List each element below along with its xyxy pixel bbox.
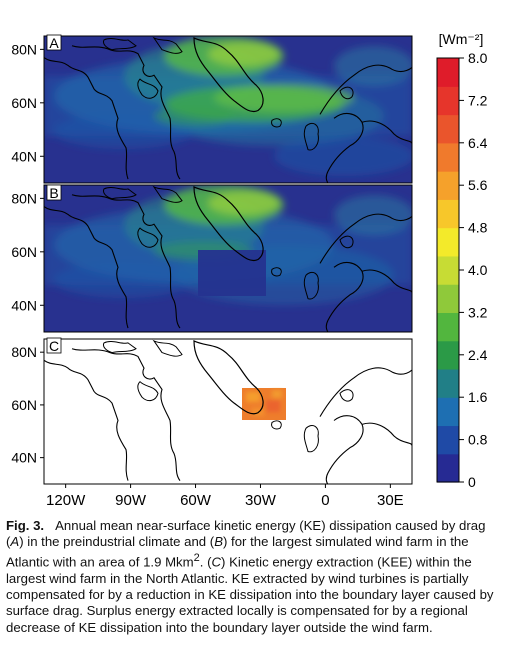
longitude-tick-label: 60W	[180, 492, 212, 509]
latitude-tick-label: 60N	[11, 244, 37, 260]
panel-a-field	[44, 36, 412, 183]
colorbar-band	[437, 453, 459, 483]
longitude-tick-label: 120W	[46, 492, 86, 509]
caption-ref-b: B	[214, 534, 223, 550]
panel-c-background	[44, 339, 412, 484]
colorbar-band	[437, 284, 459, 313]
colorbar-tick-label: 5.6	[468, 177, 488, 193]
colorbar: [Wm⁻²] 8.0 7.2 6.4 5.6 4.8 4.0 3.2 2.4 1.6 0.8 0	[436, 31, 488, 490]
panel-c-label: C	[49, 338, 59, 354]
latitude-tick-label: 60N	[11, 397, 37, 413]
caption-ref-c: C	[211, 554, 222, 570]
latitude-tick-label: 60N	[11, 95, 37, 111]
longitude-tick-label: 30W	[245, 492, 277, 509]
caption-text-5: ) Kinetic energy extraction (KEE) within…	[6, 554, 494, 635]
colorbar-tick-label: 0.8	[468, 432, 488, 448]
caption-text-1: Annual mean near-surface kinetic energy …	[6, 518, 486, 550]
longitude-ticks: 120W 90W 60W 30W 0 30E	[46, 484, 404, 509]
colorbar-band	[437, 368, 459, 398]
panel-a: A	[43, 34, 413, 184]
colorbar-band	[437, 425, 459, 455]
colorbar-band	[437, 171, 459, 200]
colorbar-band	[437, 340, 459, 370]
panel-a-label: A	[49, 35, 59, 51]
panel-a-label-box	[46, 34, 62, 51]
panel-c: C	[43, 337, 413, 485]
latitude-tick-label: 80N	[11, 344, 37, 360]
latitude-tick-label: 40N	[11, 148, 37, 164]
caption-text-2: ) in the preindustrial climate and (	[19, 534, 215, 550]
colorbar-band	[437, 86, 459, 116]
colorbar-tick-label: 6.4	[468, 135, 488, 151]
caption-fig-label: Fig. 3.	[6, 518, 45, 533]
colorbar-tick-label: 1.6	[468, 389, 488, 405]
figure-caption: Fig. 3. Annual mean near-surface kinetic…	[6, 518, 498, 636]
longitude-tick-label: 0	[321, 492, 329, 509]
figure: A B	[11, 31, 488, 509]
latitude-tick-label: 80N	[11, 41, 37, 57]
panel-b: B	[43, 184, 413, 333]
panel-b-label: B	[49, 185, 58, 201]
colorbar-band	[437, 58, 459, 87]
latitude-tick-label: 40N	[11, 450, 37, 466]
colorbar-band	[437, 312, 459, 342]
panel-b-label-box	[46, 184, 62, 201]
caption-text-3: ) for the largest simulated wind farm in…	[6, 534, 469, 570]
colorbar-tick-label: 2.4	[468, 347, 488, 363]
colorbar-tick-label: 4.8	[468, 220, 488, 236]
colorbar-unit: [Wm⁻²]	[439, 31, 484, 47]
colorbar-tick-label: 4.0	[468, 262, 488, 278]
longitude-tick-label: 90W	[115, 492, 147, 509]
colorbar-band	[437, 255, 459, 285]
colorbar-band	[437, 114, 459, 144]
caption-text-4: . (	[199, 554, 212, 570]
longitude-tick-label: 30E	[377, 492, 404, 509]
panel-b-field	[44, 185, 412, 332]
caption-ref-a: A	[10, 534, 20, 550]
wind-farm-kee	[242, 388, 286, 420]
colorbar-tick-label: 8.0	[468, 50, 488, 66]
caption-superscript: 2	[193, 552, 200, 565]
colorbar-band	[437, 199, 459, 229]
latitude-tick-label: 40N	[11, 297, 37, 313]
latitude-ticks: 80N 60N 40N 80N 60N 40N 80N 60N 40N	[11, 41, 44, 466]
colorbar-tick-label: 7.2	[468, 92, 488, 108]
panel-c-label-box	[46, 337, 62, 354]
latitude-tick-label: 80N	[11, 190, 37, 206]
colorbar-tick-label: 3.2	[468, 304, 488, 320]
colorbar-tick-label: 0	[468, 474, 476, 490]
colorbar-band	[437, 397, 459, 427]
colorbar-band	[437, 142, 459, 172]
panel-c-field	[44, 340, 412, 484]
colorbar-band	[437, 227, 459, 257]
